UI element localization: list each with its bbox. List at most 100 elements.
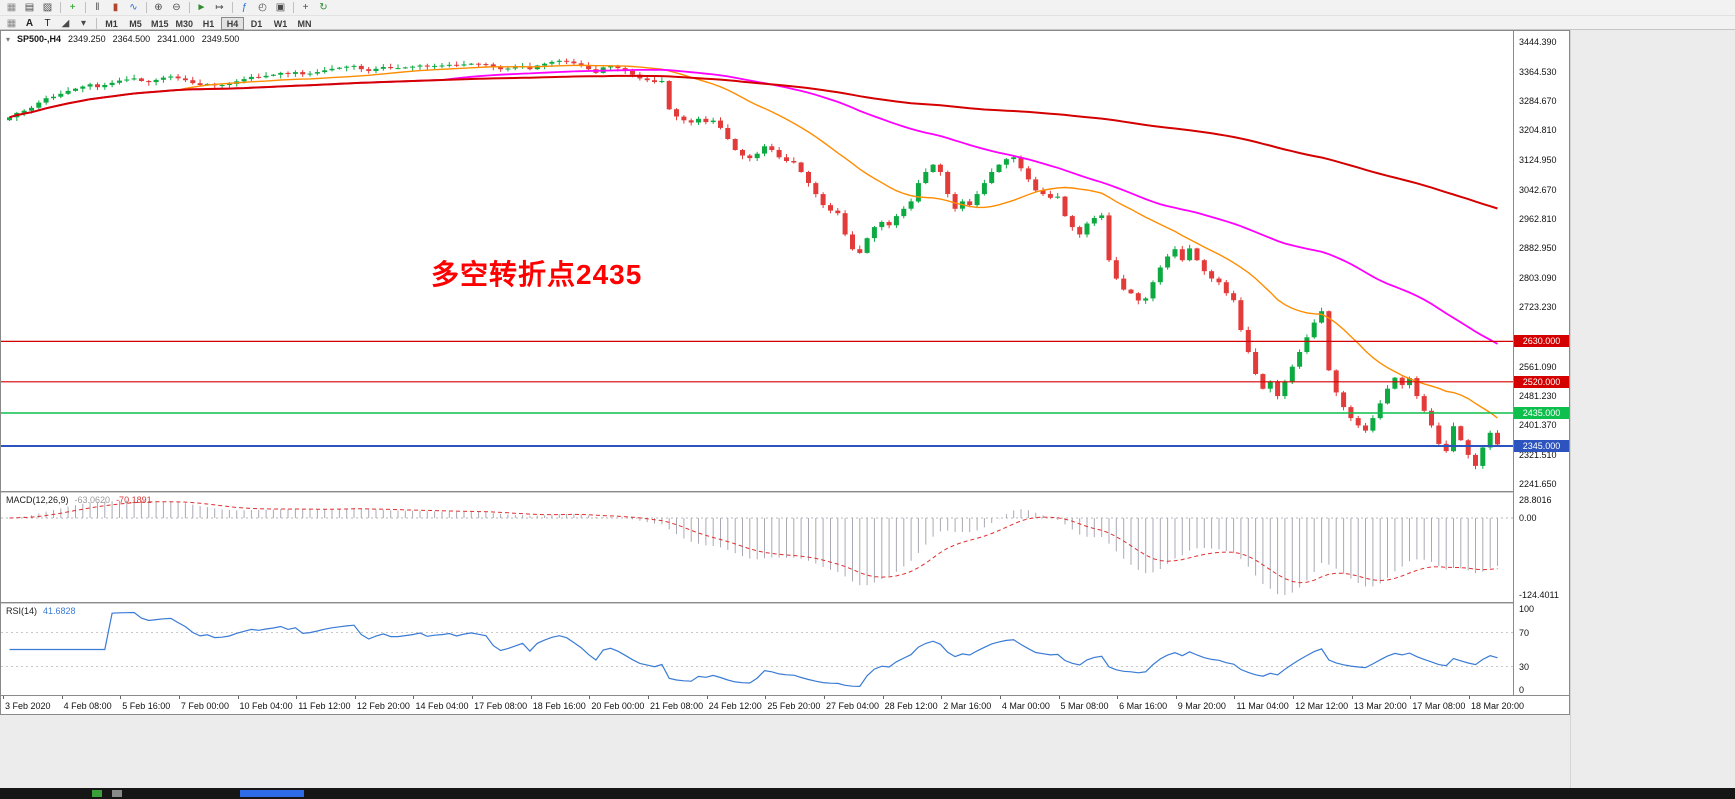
- macd-axis-label: -124.4011: [1519, 590, 1559, 600]
- rsi-axis-label: 100: [1519, 604, 1535, 614]
- drawing-grip-icon[interactable]: ▦: [6, 17, 17, 29]
- zoom-out-icon[interactable]: ⊖: [172, 2, 181, 13]
- time-label: 5 Mar 08:00: [1060, 701, 1109, 711]
- scrollbar-segment[interactable]: [240, 790, 304, 797]
- close-value: 2349.500: [201, 34, 240, 44]
- toolbar-separator: [189, 2, 190, 13]
- time-tick: [706, 696, 708, 699]
- macd-indicator-label: MACD(12,26,9) -63.0620 -70.1891: [6, 495, 152, 505]
- price-tick: 2321.510: [1519, 449, 1557, 460]
- timeframe-button-d1[interactable]: D1: [250, 18, 263, 29]
- panel-splitter[interactable]: [1, 491, 1569, 493]
- time-tick: [530, 696, 532, 699]
- time-label: 18 Mar 20:00: [1471, 701, 1525, 711]
- toolbar-separator: [60, 2, 61, 13]
- chart-annotation-text[interactable]: 多空转折点2435: [431, 259, 643, 290]
- new-order-icon[interactable]: +: [69, 2, 76, 13]
- candlestick-chart[interactable]: [1, 31, 1513, 491]
- scrollbar-segment[interactable]: [112, 790, 122, 797]
- timeframe-button-mn[interactable]: MN: [297, 18, 312, 29]
- time-tick: [589, 696, 591, 699]
- macd-name: MACD(12,26,9): [6, 495, 69, 505]
- macd-chart[interactable]: [1, 493, 1513, 602]
- auto-scroll-icon[interactable]: ►: [196, 2, 207, 13]
- rsi-chart[interactable]: [1, 604, 1513, 695]
- price-tick: 3124.950: [1519, 154, 1557, 165]
- shapes-dropdown-icon[interactable]: ▾: [80, 17, 87, 29]
- chart-candles-icon[interactable]: ▮: [112, 2, 119, 13]
- chart-profiles-icon[interactable]: ▨: [42, 2, 53, 13]
- low-value: 2341.000: [157, 34, 195, 44]
- timeframe-button-w1[interactable]: W1: [273, 18, 288, 29]
- zoom-in-icon[interactable]: ⊕: [154, 2, 163, 13]
- macd-main-value: -63.0620: [74, 495, 111, 505]
- panel-splitter[interactable]: [1, 602, 1569, 604]
- timeframe-button-m5[interactable]: M5: [129, 18, 142, 29]
- time-label: 4 Mar 00:00: [1001, 701, 1050, 711]
- time-tick: [1410, 696, 1412, 699]
- timeframe-button-m30[interactable]: M30: [175, 18, 194, 29]
- macd-panel[interactable]: MACD(12,26,9) -63.0620 -70.1891: [1, 493, 1513, 602]
- price-tick: 2241.650: [1519, 479, 1557, 489]
- rsi-value: 41.6828: [43, 606, 76, 616]
- price-badge: 2345.000: [1514, 440, 1569, 453]
- templates-icon[interactable]: ▣: [275, 2, 286, 13]
- time-label: 12 Mar 12:00: [1295, 701, 1349, 711]
- price-badge: 2520.000: [1514, 375, 1569, 388]
- price-tick: 2803.090: [1519, 272, 1557, 283]
- right-filler: [1570, 30, 1735, 788]
- one-click-trading-icon[interactable]: ▾: [6, 34, 11, 44]
- price-tick: 2962.810: [1519, 214, 1557, 225]
- font-label-icon[interactable]: A: [25, 17, 34, 29]
- time-label: 27 Feb 04:00: [825, 701, 879, 711]
- time-tick: [1117, 696, 1119, 699]
- time-label: 6 Mar 16:00: [1119, 701, 1168, 711]
- macd-axis-label: 28.8016: [1519, 495, 1552, 505]
- crosshair-icon[interactable]: +: [302, 2, 309, 13]
- price-badge: 2435.000: [1514, 406, 1569, 419]
- high-value: 2364.500: [112, 34, 151, 44]
- chart-shift-icon[interactable]: ↦: [215, 2, 224, 13]
- time-tick: [120, 696, 122, 699]
- periods-icon[interactable]: ◴: [258, 2, 267, 13]
- chart-window[interactable]: ▾ SP500-,H4 2349.250 2364.500 2341.000 2…: [0, 30, 1570, 715]
- text-tool-icon[interactable]: T: [44, 17, 51, 29]
- shapes-tool-icon[interactable]: ◢: [61, 17, 70, 29]
- main-chart-panel[interactable]: ▾ SP500-,H4 2349.250 2364.500 2341.000 2…: [1, 31, 1513, 491]
- scrollbar-segment[interactable]: [92, 790, 102, 797]
- time-label: 24 Feb 12:00: [708, 701, 762, 711]
- time-label: 9 Mar 20:00: [1177, 701, 1226, 711]
- price-tick: 2401.370: [1519, 420, 1557, 431]
- time-label: 10 Feb 04:00: [239, 701, 293, 711]
- time-tick: [354, 696, 356, 699]
- price-scale[interactable]: 3444.390 3364.530 3284.670 3204.810 3124.950…: [1513, 31, 1569, 695]
- timeframe-button-h4[interactable]: H4: [221, 16, 245, 30]
- refresh-icon[interactable]: ↻: [319, 2, 328, 13]
- bottom-scrollbar[interactable]: [0, 788, 1735, 799]
- price-tick: 2561.090: [1519, 361, 1557, 372]
- time-label: 14 Feb 04:00: [415, 701, 469, 711]
- time-tick: [1351, 696, 1353, 699]
- price-tick: 3042.670: [1519, 184, 1557, 195]
- rsi-panel[interactable]: RSI(14) 41.6828: [1, 604, 1513, 695]
- window-grip-icon[interactable]: ▦: [6, 2, 17, 13]
- new-chart-icon[interactable]: ▤: [24, 2, 35, 13]
- toolbar-separator: [232, 2, 233, 13]
- timeframe-button-m1[interactable]: M1: [105, 18, 118, 29]
- chart-bars-icon[interactable]: ‖: [95, 2, 100, 13]
- time-axis[interactable]: 3 Feb 2020 4 Feb 08:00 5 Feb 16:00 7 Feb 00…: [1, 695, 1569, 714]
- toolbar-separator: [96, 17, 97, 29]
- rsi-axis-label: 70: [1519, 627, 1530, 638]
- timeframe-button-m15[interactable]: M15: [151, 18, 169, 29]
- rsi-indicator-label: RSI(14) 41.6828: [6, 606, 76, 616]
- time-tick: [1469, 696, 1470, 699]
- chart-line-icon[interactable]: ∿: [129, 2, 138, 13]
- timeframe-button-h1[interactable]: H1: [202, 18, 215, 29]
- rsi-name: RSI(14): [6, 606, 38, 616]
- symbol-period-label: SP500-,H4: [17, 34, 62, 44]
- indicators-icon[interactable]: ƒ: [241, 2, 248, 13]
- chart-header: ▾ SP500-,H4 2349.250 2364.500 2341.000 2…: [6, 34, 239, 44]
- time-label: 21 Feb 08:00: [650, 701, 704, 711]
- time-tick: [765, 696, 767, 699]
